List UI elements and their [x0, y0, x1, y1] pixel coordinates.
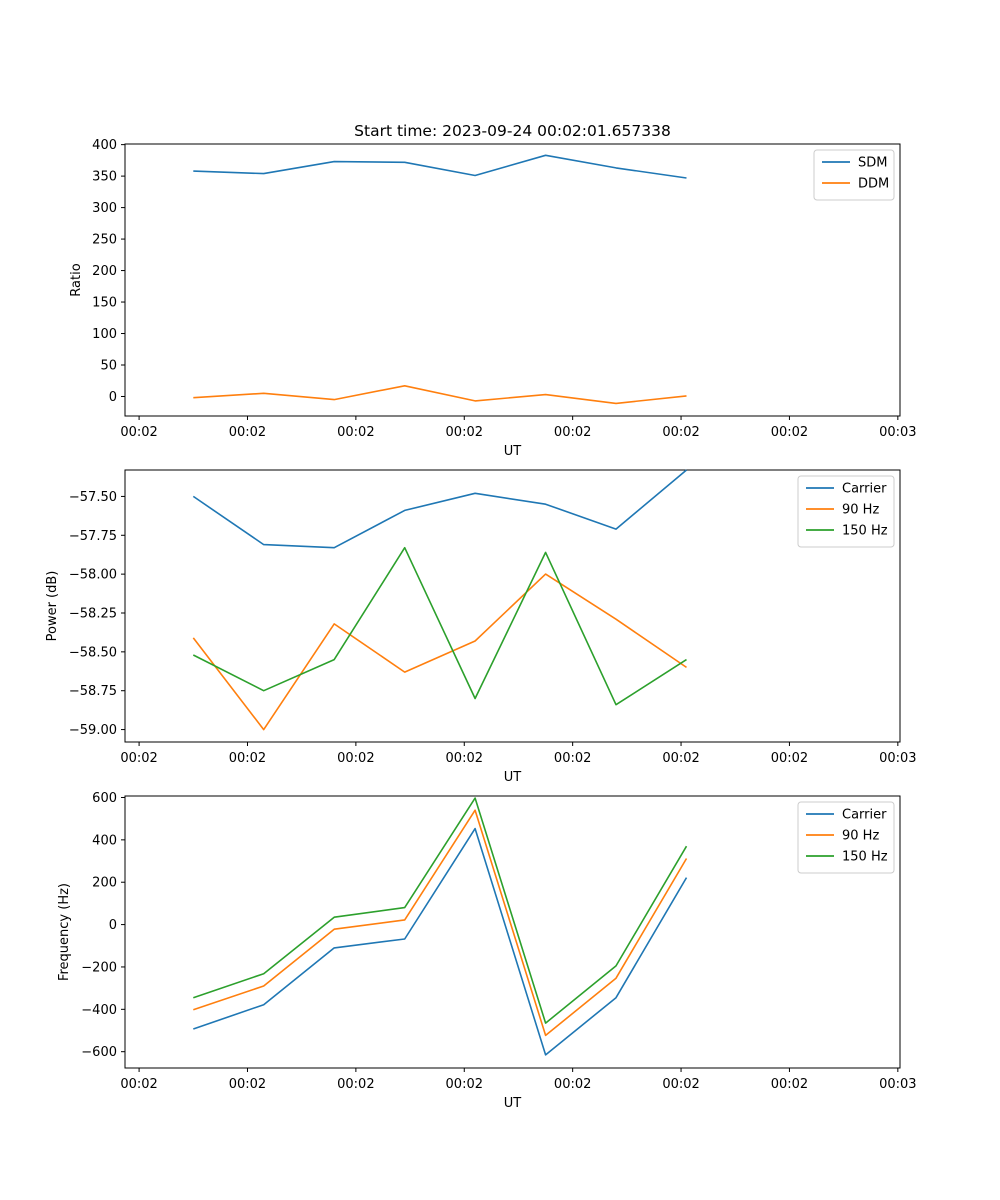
series-line-ddm — [193, 384, 687, 405]
y-axis-label: Frequency (Hz) — [57, 883, 72, 981]
x-tick-label: 00:02 — [662, 751, 699, 766]
y-tick-label: −57.75 — [69, 529, 117, 544]
legend-entry-label: 150 Hz — [842, 524, 888, 539]
x-axis-label: UT — [504, 444, 522, 459]
legend-entry-label: SDM — [858, 156, 887, 171]
y-tick-label: 300 — [92, 201, 117, 216]
y-tick-label: 50 — [100, 359, 117, 374]
x-axis-label: UT — [504, 1096, 522, 1111]
y-tick-label: 400 — [92, 833, 117, 848]
x-tick-label: 00:02 — [446, 751, 483, 766]
x-tick-label: 00:02 — [554, 751, 591, 766]
y-tick-label: −58.50 — [69, 645, 117, 660]
x-tick-label: 00:02 — [662, 425, 699, 440]
power-subplot: 00:02 00:02 00:02 00:02 00:02 00:02 00:02 00:03… — [45, 469, 917, 785]
x-tick-label: 00:02 — [771, 751, 808, 766]
y-axis-label: Ratio — [69, 263, 84, 296]
y-tick-label: −600 — [81, 1045, 117, 1060]
x-tick-label: 00:03 — [879, 1077, 916, 1092]
ratio-subplot: 00:02 00:02 00:02 00:02 00:02 00:02 00:02 00:03… — [69, 138, 917, 459]
y-tick-label: −59.00 — [69, 723, 117, 738]
x-tick-label: 00:02 — [446, 425, 483, 440]
legend-entry-label: 90 Hz — [842, 503, 879, 518]
legend-entry-label: 90 Hz — [842, 829, 879, 844]
series-line-carrier — [192, 469, 688, 549]
y-tick-label: 350 — [92, 170, 117, 185]
x-tick-label: 00:02 — [771, 425, 808, 440]
y-tick-label: 200 — [92, 876, 117, 891]
axes-frame — [124, 795, 901, 1069]
x-tick-label: 00:02 — [229, 1077, 266, 1092]
y-tick-label: 100 — [92, 327, 117, 342]
series-line-90-hz — [193, 809, 688, 1037]
x-tick-label: 00:02 — [120, 751, 157, 766]
legend-entry-label: Carrier — [842, 808, 887, 823]
y-tick-label: −58.75 — [69, 684, 117, 699]
x-tick-label: 00:02 — [337, 751, 374, 766]
y-tick-label: −58.25 — [69, 606, 117, 621]
series-line-150-hz — [193, 797, 688, 1024]
y-tick-label: −400 — [81, 1003, 117, 1018]
x-tick-label: 00:03 — [879, 425, 916, 440]
y-tick-label: −57.50 — [69, 490, 117, 505]
y-tick-label: 150 — [92, 296, 117, 311]
x-tick-label: 00:02 — [337, 425, 374, 440]
x-tick-label: 00:02 — [446, 1077, 483, 1092]
x-tick-label: 00:02 — [229, 751, 266, 766]
y-tick-label: 600 — [92, 791, 117, 806]
x-axis-label: UT — [504, 770, 522, 785]
y-axis-label: Power (dB) — [45, 571, 60, 642]
axes-frame — [124, 469, 901, 743]
x-tick-label: 00:02 — [120, 425, 157, 440]
legend-entry-label: DDM — [858, 177, 889, 192]
y-tick-label: 200 — [92, 264, 117, 279]
x-tick-label: 00:02 — [554, 425, 591, 440]
frequency-subplot: 00:02 00:02 00:02 00:02 00:02 00:02 00:02 00:03… — [57, 791, 917, 1111]
x-tick-label: 00:02 — [229, 425, 266, 440]
y-tick-label: 0 — [109, 918, 117, 933]
x-tick-label: 00:03 — [879, 751, 916, 766]
series-line-90-hz — [192, 573, 687, 731]
y-tick-label: 0 — [109, 390, 117, 405]
chart-title: Start time: 2023-09-24 00:02:01.657338 — [354, 122, 671, 140]
x-tick-label: 00:02 — [771, 1077, 808, 1092]
series-line-sdm — [193, 154, 687, 179]
legend-entry-label: 150 Hz — [842, 850, 888, 865]
series-line-carrier — [193, 827, 688, 1056]
x-tick-label: 00:02 — [662, 1077, 699, 1092]
x-tick-label: 00:02 — [554, 1077, 591, 1092]
y-tick-label: 400 — [92, 138, 117, 153]
y-tick-label: −58.00 — [69, 568, 117, 583]
legend-entry-label: Carrier — [842, 482, 887, 497]
x-tick-label: 00:02 — [120, 1077, 157, 1092]
x-tick-label: 00:02 — [337, 1077, 374, 1092]
axes-frame — [124, 143, 901, 417]
y-tick-label: 250 — [92, 233, 117, 248]
y-tick-label: −200 — [81, 960, 117, 975]
series-line-150-hz — [192, 546, 687, 706]
